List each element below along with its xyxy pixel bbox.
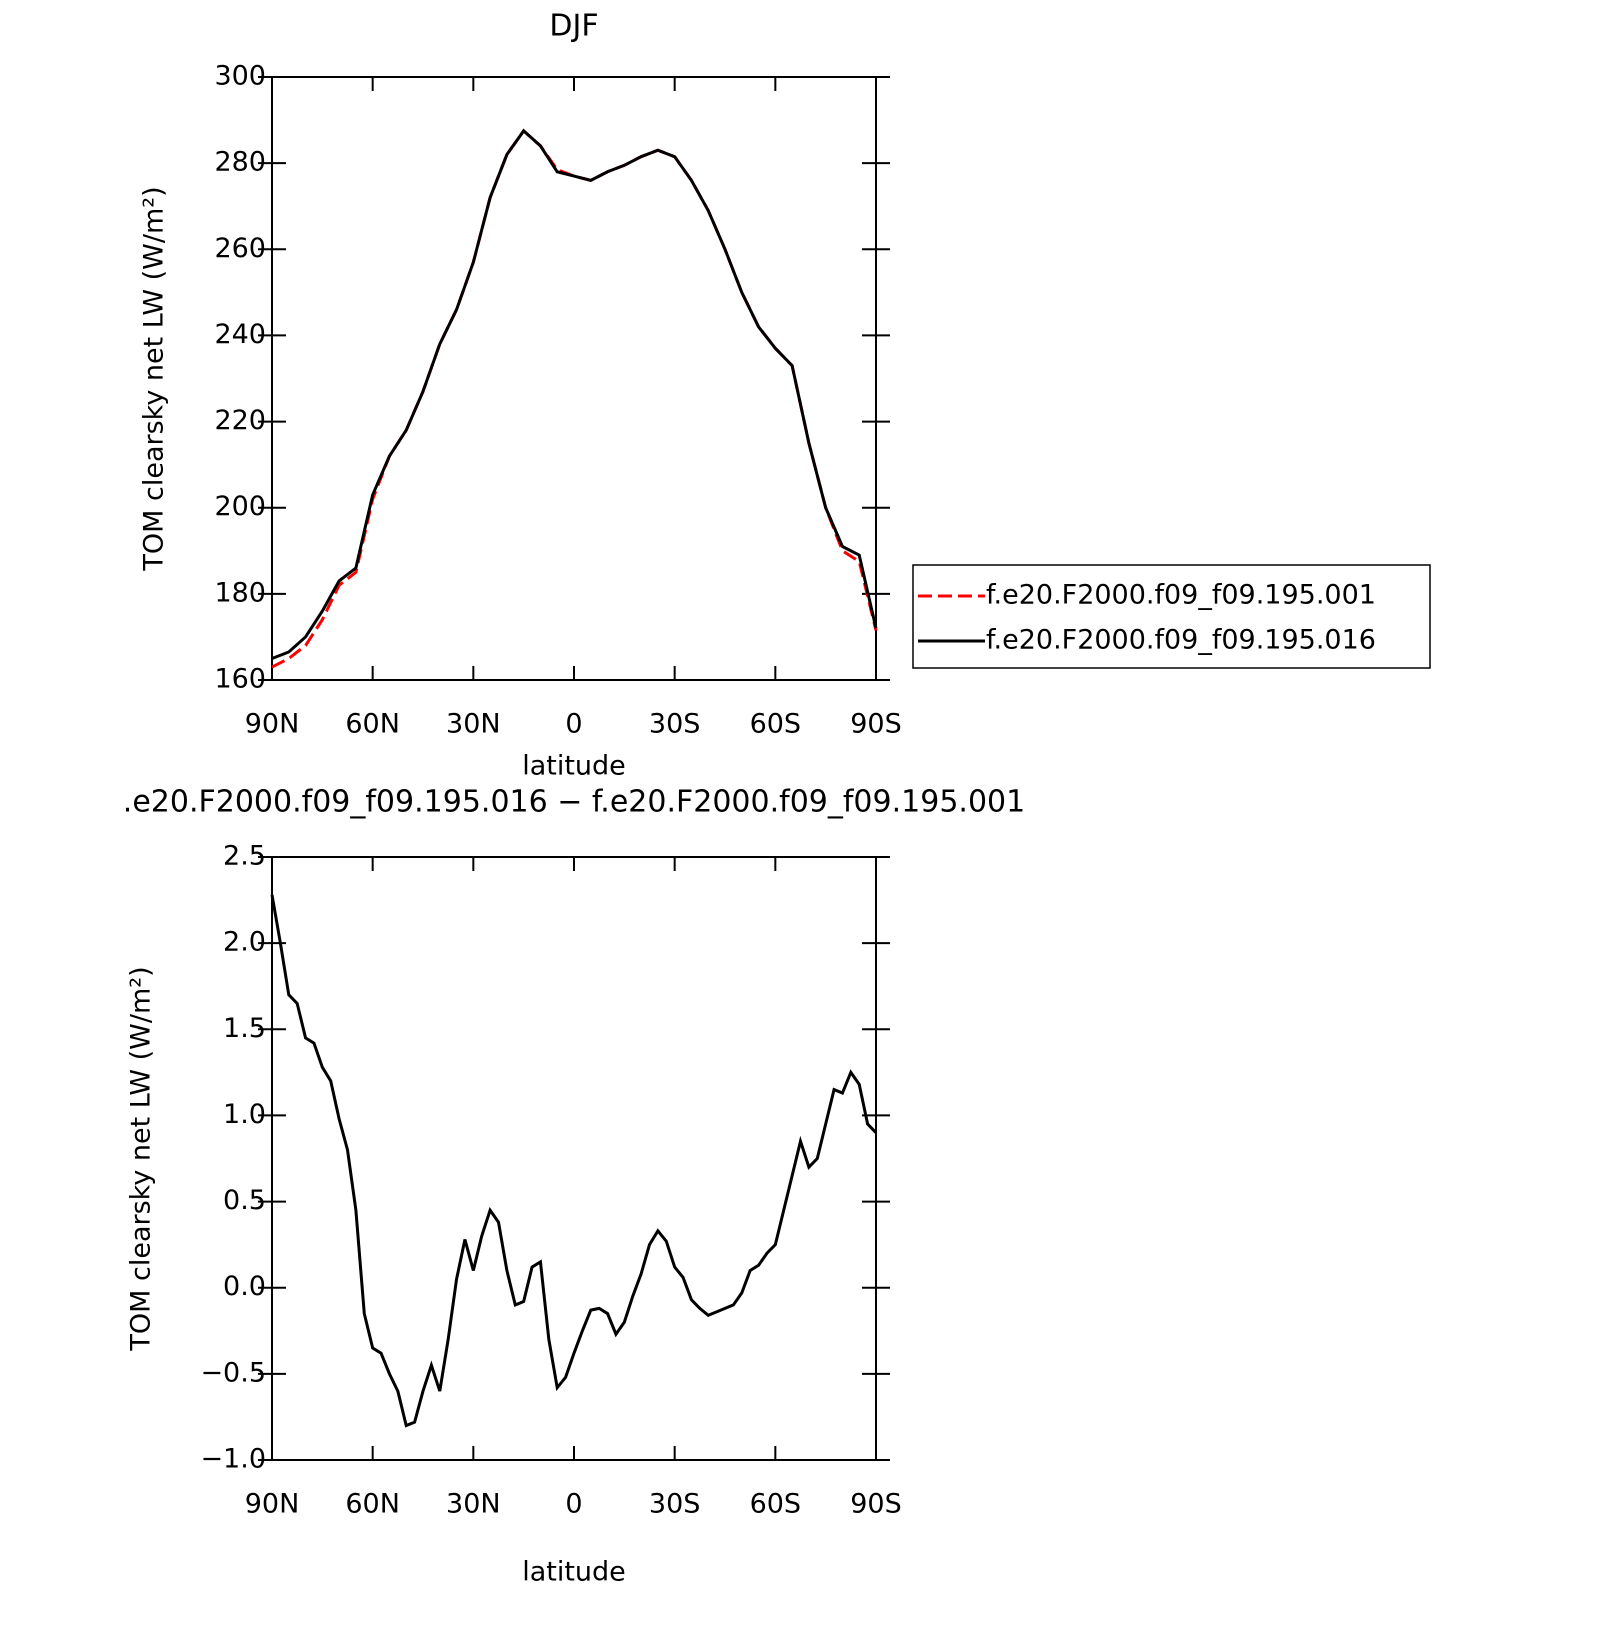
plot-frame <box>271 856 877 1461</box>
x-tick-label: 0 <box>565 1489 582 1520</box>
y-tick-label: 260 <box>214 233 266 264</box>
y-tick-label: 200 <box>214 491 266 522</box>
plot-frame <box>271 76 877 681</box>
x-tick-label: 30S <box>649 709 701 740</box>
x-tick-label: 90S <box>850 1489 902 1520</box>
x-tick-label: 90S <box>850 709 902 740</box>
x-tick-label: 60S <box>750 709 802 740</box>
legend-label: f.e20.F2000.f09_f09.195.001 <box>986 580 1376 611</box>
legend-label: f.e20.F2000.f09_f09.195.016 <box>986 625 1376 656</box>
y-tick-label: 300 <box>214 61 266 92</box>
y-tick-label: 280 <box>214 147 266 178</box>
x-tick-label: 30N <box>446 709 501 740</box>
x-tick-label: 90N <box>245 709 300 740</box>
y-axis-label: TOM clearsky net LW (W/m²) <box>126 966 157 1351</box>
data-line <box>271 128 878 660</box>
x-axis-label: latitude <box>522 1557 626 1588</box>
y-axis-label: TOM clearsky net LW (W/m²) <box>139 186 170 571</box>
x-tick-label: 60N <box>345 1489 400 1520</box>
x-tick-label: 90N <box>245 1489 300 1520</box>
x-tick-label: 0 <box>565 709 582 740</box>
chart-title: DJF <box>549 9 598 44</box>
y-tick-label: −1.0 <box>200 1444 266 1475</box>
x-axis-label: latitude <box>522 751 626 782</box>
y-tick-label: 180 <box>214 577 266 608</box>
x-tick-label: 30S <box>649 1489 701 1520</box>
x-tick-label: 30N <box>446 1489 501 1520</box>
data-line <box>271 128 878 669</box>
legend-box <box>912 564 1431 669</box>
y-tick-label: 240 <box>214 319 266 350</box>
y-tick-label: −0.5 <box>200 1357 266 1388</box>
data-line <box>270 894 878 1428</box>
chart-title: .e20.F2000.f09_f09.195.016 − f.e20.F2000… <box>123 785 1025 820</box>
y-tick-label: 160 <box>214 664 266 695</box>
y-tick-label: 220 <box>214 405 266 436</box>
x-tick-label: 60N <box>345 709 400 740</box>
x-tick-label: 60S <box>750 1489 802 1520</box>
